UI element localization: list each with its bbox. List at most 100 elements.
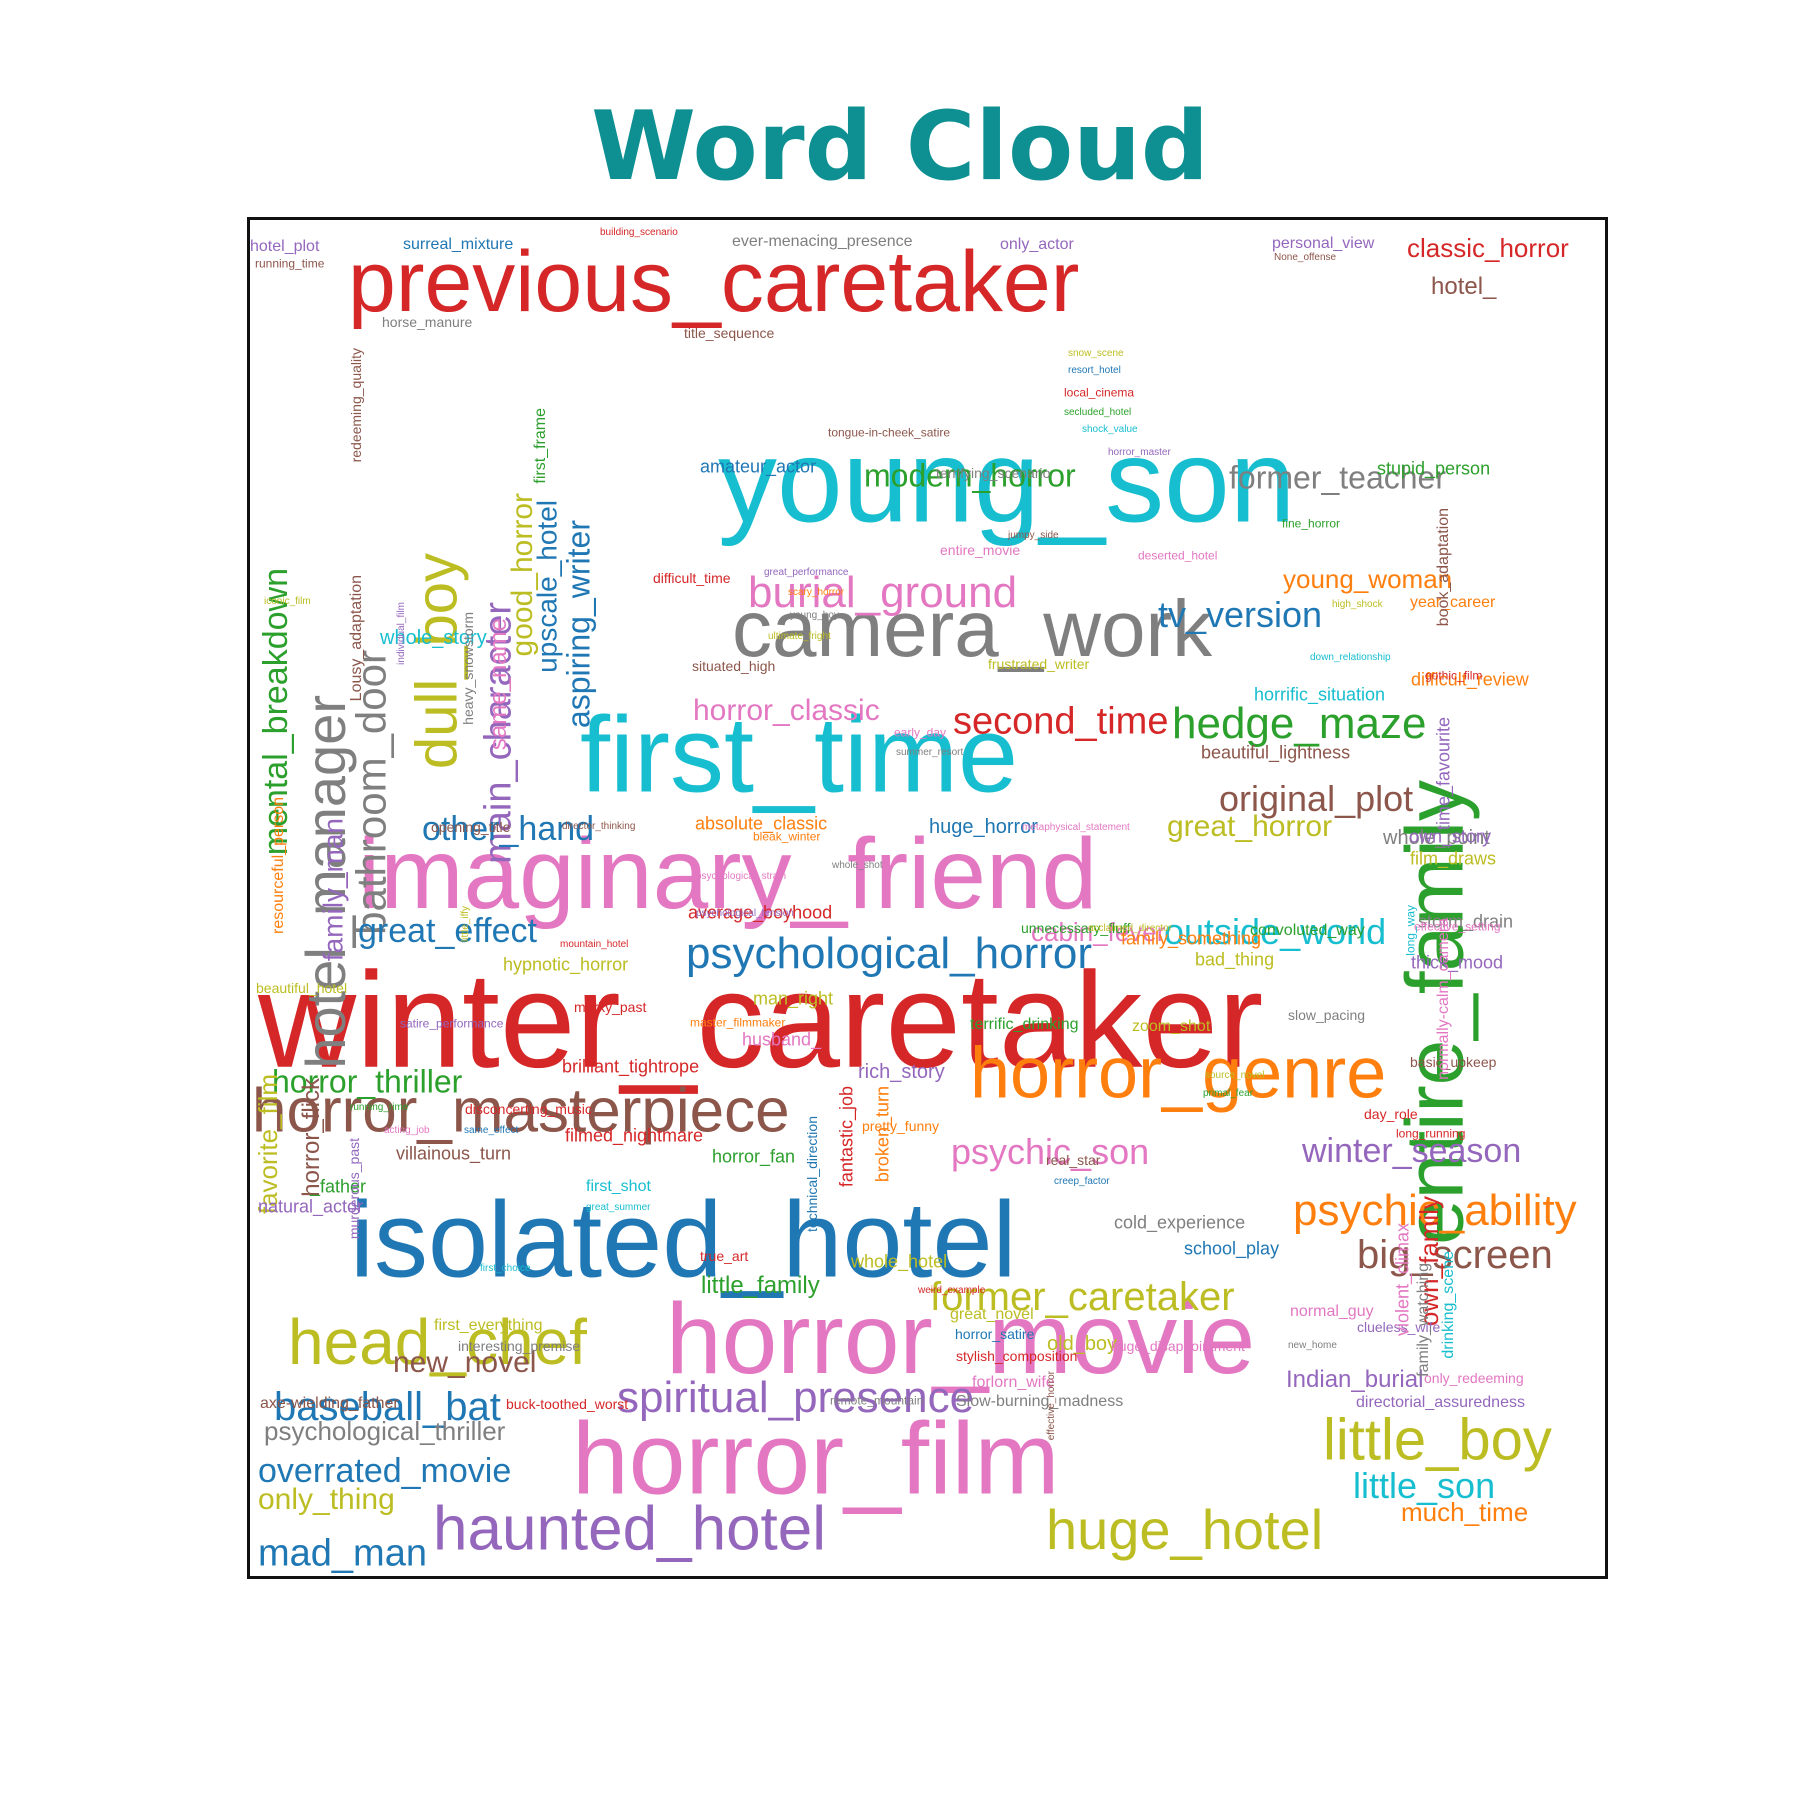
word-horror-thriller: horror_thriller (272, 1064, 463, 1100)
word-violent-climax: violent_climax (1392, 1223, 1413, 1336)
word-bathroom-door: bathroom_door (348, 650, 395, 935)
word-villainous-turn: villainous_turn (396, 1143, 511, 1164)
word-camera-work: camera_work (732, 584, 1213, 673)
word-dull-boy: dull_boy (404, 553, 469, 769)
word-effective-horror: effective_horror (1046, 1370, 1057, 1440)
word-primal-fear: primal_fear (1203, 1088, 1254, 1099)
word-jumpy-side: jumpy_side (1007, 530, 1059, 541)
word-bleak-winter: bleak_winter (753, 830, 820, 844)
word-interesting-premise: interesting_premise (458, 1338, 580, 1354)
word-slow-pacing: slow_pacing (1288, 1007, 1365, 1023)
word-beautiful-hotel: beautiful_hotel (256, 980, 347, 996)
word-day-role: day_role (1364, 1106, 1418, 1122)
word-good-horror: good_horror (506, 493, 539, 656)
word-baseball-bat: baseball_bat (274, 1385, 501, 1429)
word-situated-high: situated_high (692, 658, 775, 674)
word-true-art: true_art (700, 1248, 748, 1264)
word-thick-mood: thick_mood (1411, 952, 1503, 973)
word-modern-horror: modern_horror (864, 458, 1076, 494)
word-terrific-drinking: terrific_drinking (970, 1016, 1078, 1033)
word-rich-story: rich_story (858, 1061, 945, 1083)
word-entire-movie: entire_movie (940, 542, 1020, 558)
word-cold-experience: cold_experience (1114, 1212, 1245, 1233)
word-none-offense: None_offense (1274, 252, 1337, 263)
word-hotel-plot: hotel_plot (250, 238, 320, 255)
word-psychic-son: psychic_son (951, 1131, 1149, 1172)
word-natural-actor: natural_actor (258, 1196, 363, 1217)
word-storm-drain: storm_drain (1418, 911, 1513, 932)
word-favorite-film: favorite_film (253, 1074, 283, 1214)
word-husband: husband_ (742, 1029, 822, 1050)
word-forlorn-wife: forlorn_wife (972, 1374, 1055, 1391)
word-personal-view: personal_view (1272, 235, 1375, 252)
word-huge-horror: huge_horror (929, 816, 1038, 838)
word-tv-version: tv_version (1158, 594, 1322, 635)
word-snow-scene: snow_scene (1068, 348, 1124, 359)
word-real-star: real_star (1046, 1152, 1101, 1168)
word-horror-classic: horror_classic (693, 694, 880, 727)
word-whole-hotel: whole_hotel (850, 1251, 947, 1272)
word-murky-past: murky_past (574, 999, 646, 1015)
word-horse-manure: horse_manure (382, 314, 472, 330)
word-horror-flick: horror_flick (298, 1077, 325, 1197)
chart-title: Word Cloud (591, 92, 1209, 202)
word-creep-factor: creep_factor (1054, 1176, 1110, 1187)
word-hypnotic-horror: hypnotic_horror (503, 954, 628, 975)
word-convoluted-way: convoluted_way (1250, 922, 1365, 939)
word-hotel: hotel_ (1431, 273, 1497, 300)
word-former-teacher: former_teacher (1229, 460, 1446, 496)
word-absolute-classic: absolute_classic (695, 813, 827, 834)
word-mountain-hotel: mountain_hotel (560, 939, 628, 950)
word-cloud: winter_caretakeryoung_sonfirst_timehorro… (250, 227, 1577, 1574)
word-local-cinema: local_cinema (1064, 386, 1134, 400)
word-other-hand: other_hand (422, 810, 594, 848)
word-slow-burning-madness: Slow-burning_madness (956, 1393, 1123, 1410)
word-broken-turn: broken_turn (872, 1086, 893, 1182)
word-great-effect: great_effect (358, 912, 538, 950)
word-great-performance: great_performance (764, 567, 849, 578)
word-mental-breakdown: mental_breakdown (257, 568, 295, 855)
word-huge-hotel: huge_hotel (1046, 1498, 1323, 1561)
word-resort-hotel: resort_hotel (1068, 365, 1121, 376)
word-opening-title: opening_title (431, 819, 511, 835)
word-only-redeeming: only_redeeming (1424, 1370, 1524, 1386)
word-horror-genre: horror_genre (970, 1034, 1386, 1114)
word-whole-point: whole_point (1382, 827, 1490, 849)
word-previous-caretaker: previous_caretaker (348, 234, 1079, 330)
word-disconcerting-music: disconcerting_music (465, 1101, 592, 1117)
word-lousy-adaptation: Lousy_adaptation (348, 575, 365, 701)
word-satire-performance: satire_performance (400, 1017, 504, 1031)
word-director-thinking: director_thinking (562, 821, 635, 832)
word-surreal-mixture: surreal_mixture (403, 236, 513, 253)
word-terrifying-scenario: terrifying_scenario (936, 465, 1051, 481)
word-psychic-ability: psychic_ability (1293, 1186, 1577, 1235)
word-school-play: school_play (1184, 1238, 1279, 1259)
word-difficult-review: difficult_review (1411, 669, 1530, 690)
word-upscale-hotel: upscale_hotel (531, 500, 562, 673)
word-secluded-hotel: secluded_hotel (1064, 407, 1131, 418)
word-cloud-frame: winter_caretaker young_son first_time horro… (247, 217, 1608, 1579)
word-directorial-assuredness: directorial_assuredness (1356, 1394, 1525, 1411)
word-shock-value: shock_value (1082, 424, 1138, 435)
word-pretty-funny: pretty_funny (862, 1118, 939, 1134)
word-summer-resort: summer_resort (896, 747, 963, 758)
word-murderous-past: murderous_past (346, 1138, 362, 1239)
word-normally-calm-camera: normally-calm_camera (1435, 918, 1452, 1080)
word-imaginary-friend: imaginary_friend (358, 818, 1097, 930)
word-time-favourite: time_favourite (1433, 717, 1454, 830)
word-drinking-scene: drinking_scene (1440, 1251, 1457, 1359)
word-bad-thing: bad_thing (1195, 949, 1274, 970)
word-source-novel: source_novel (1205, 1070, 1264, 1081)
word-building-scenario: building_scenario (600, 227, 678, 238)
word-unnecessary-fluff: unnecessary_fluff (1021, 920, 1131, 936)
word-resourceful-person: resourceful_person (270, 797, 287, 934)
word-film-draws: film_draws (1410, 848, 1496, 869)
word-average-boyhood: average_boyhood (688, 902, 832, 923)
word-young-woman: young_woman (1283, 564, 1452, 594)
word-horror-master: horror_master (1108, 447, 1171, 458)
word-acclaimed-director: acclaimed_director (1088, 923, 1173, 934)
word-scary-horror: scary_horror (788, 587, 845, 598)
word-burial-ground: burial_ground (748, 568, 1017, 617)
word-only-thing: only_thing (258, 1483, 395, 1516)
word-gothic-film: gothic_film (1425, 669, 1482, 683)
